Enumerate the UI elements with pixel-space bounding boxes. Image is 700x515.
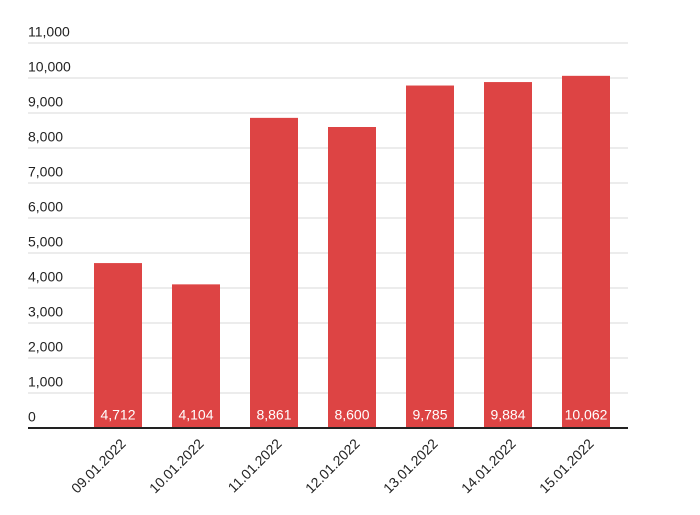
y-tick-label: 4,000 [28, 269, 63, 285]
bar [562, 75, 610, 428]
x-tick-label: 09.01.2022 [68, 435, 129, 496]
y-tick-label: 2,000 [28, 339, 63, 355]
value-label: 9,785 [412, 407, 447, 423]
y-tick-label: 5,000 [28, 234, 63, 250]
x-tick-label: 15.01.2022 [536, 435, 597, 496]
x-tick-label: 13.01.2022 [380, 435, 441, 496]
y-tick-label: 9,000 [28, 94, 63, 110]
x-tick-label: 10.01.2022 [146, 435, 207, 496]
y-tick-label: 0 [28, 409, 36, 425]
bar [94, 263, 142, 428]
y-tick-label: 11,000 [28, 24, 70, 40]
value-label: 8,600 [334, 407, 369, 423]
x-tick-label: 14.01.2022 [458, 435, 519, 496]
y-tick-label: 6,000 [28, 199, 63, 215]
y-tick-label: 1,000 [28, 374, 63, 390]
value-label: 4,104 [178, 407, 213, 423]
value-label: 9,884 [490, 407, 525, 423]
value-label: 10,062 [565, 407, 608, 423]
value-label: 4,712 [100, 407, 135, 423]
y-tick-label: 10,000 [28, 59, 71, 75]
bar [406, 85, 454, 429]
y-tick-label: 3,000 [28, 304, 63, 320]
value-label: 8,861 [256, 407, 291, 423]
y-tick-label: 7,000 [28, 164, 63, 180]
x-tick-label: 12.01.2022 [302, 435, 363, 496]
x-tick-label: 11.01.2022 [225, 435, 285, 495]
y-tick-label: 8,000 [28, 129, 63, 145]
bar [250, 117, 298, 429]
bar [172, 284, 220, 428]
bar [328, 127, 376, 428]
bar [484, 82, 532, 428]
